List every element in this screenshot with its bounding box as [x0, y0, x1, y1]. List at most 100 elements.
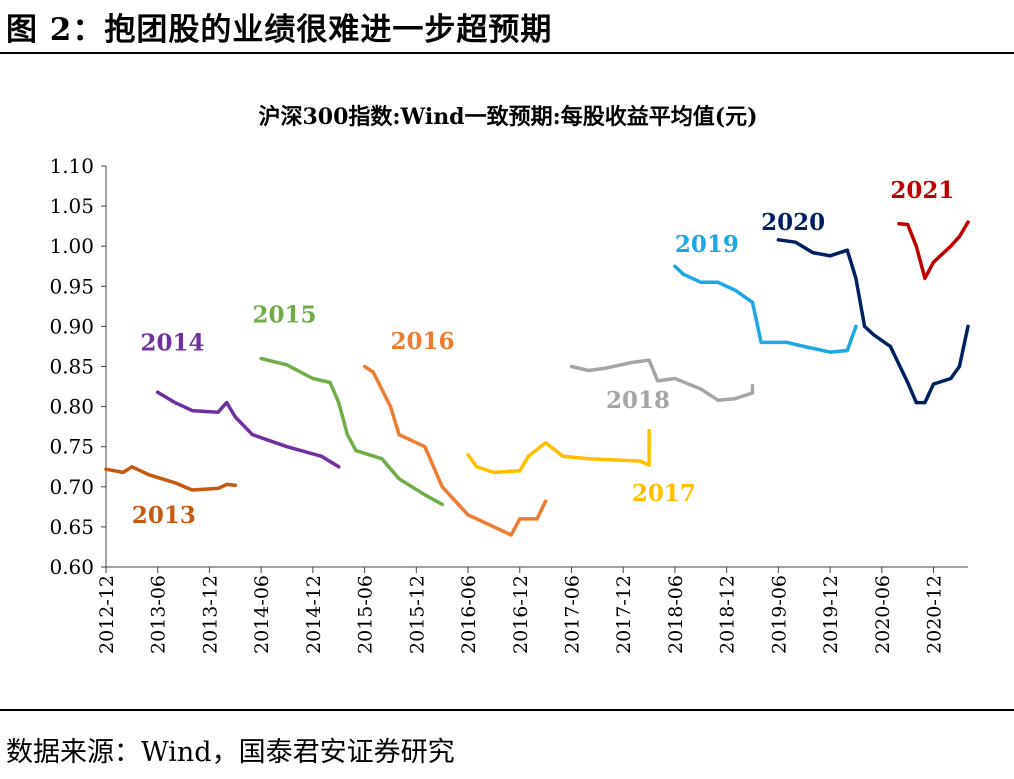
series-line-2014 [155, 390, 341, 469]
x-tick-label: 2015-12 [406, 575, 428, 654]
data-point-2019 [828, 350, 832, 354]
data-point-2018 [630, 360, 634, 365]
data-point-2015 [440, 502, 444, 506]
y-tick-label: 0.65 [49, 515, 94, 539]
y-tick-label: 0.85 [49, 355, 94, 379]
data-point-2015 [259, 356, 263, 361]
data-point-2018 [716, 398, 720, 402]
data-point-2014 [250, 433, 255, 437]
data-point-2016 [363, 364, 367, 369]
y-tick-label: 1.05 [49, 194, 94, 218]
y-tick-label: 0.60 [49, 555, 94, 579]
series-line-2015 [259, 356, 444, 507]
data-point-2014 [225, 401, 229, 405]
data-point-2018 [569, 364, 574, 369]
x-tick-label: 2018-06 [665, 575, 687, 654]
data-point-2018 [733, 397, 737, 401]
data-point-2021 [923, 276, 927, 280]
y-tick-label: 0.80 [49, 395, 94, 419]
top-rule [0, 52, 1014, 54]
x-tick-label: 2014-12 [303, 575, 325, 654]
data-point-2013 [173, 481, 177, 485]
data-point-2014 [285, 445, 289, 449]
data-point-2015 [423, 493, 427, 497]
chart-series-labels: 2013 2014 2015 2016 2017 2018 2019 2020 2021 [132, 177, 955, 529]
data-point-2018 [647, 358, 651, 362]
data-point-2020 [888, 344, 893, 349]
x-tick-label: 2019-12 [820, 575, 842, 654]
data-point-2019 [673, 264, 677, 268]
data-point-2017 [475, 465, 479, 469]
series-label-2015: 2015 [253, 301, 317, 328]
data-point-2017 [526, 454, 531, 458]
data-point-2014 [190, 409, 194, 413]
data-point-2018 [587, 368, 591, 373]
data-point-2013 [190, 488, 194, 492]
data-point-2015 [337, 401, 341, 405]
data-point-2017 [647, 463, 651, 467]
data-point-2020 [949, 376, 953, 381]
data-point-2021 [940, 252, 944, 256]
series-line-2021 [897, 220, 970, 281]
data-point-2019 [750, 300, 755, 304]
data-point-2015 [380, 457, 384, 461]
chart-axes: 0.60 0.65 0.70 0.75 0.80 0.85 0.90 0.95 1.00 1.05… [49, 154, 968, 654]
series-line-2013 [104, 465, 238, 492]
data-point-2014 [156, 390, 160, 394]
figure-title: 图 2：抱团股的业绩很难进一步超预期 [6, 12, 553, 48]
data-point-2019 [716, 280, 720, 284]
data-point-2017 [561, 454, 565, 458]
data-point-2016 [466, 513, 470, 517]
y-tick-label: 0.95 [49, 274, 94, 298]
x-tick-label: 2020-06 [872, 575, 894, 654]
data-point-2017 [466, 453, 470, 457]
x-tick-label: 2013-06 [148, 575, 170, 654]
data-point-2017 [587, 457, 591, 461]
chart-title: 沪深300指数:Wind一致预期:每股收益平均值(元) [258, 104, 757, 130]
x-tick-label: 2020-12 [924, 575, 946, 654]
x-tick-label: 2012-12 [96, 575, 118, 654]
series-label-2021: 2021 [890, 177, 954, 204]
data-point-2016 [518, 517, 522, 521]
series-label-2017: 2017 [632, 480, 696, 507]
data-point-2018 [699, 387, 703, 391]
data-point-2020 [776, 238, 781, 242]
data-point-2013 [147, 473, 151, 477]
x-tick-label: 2017-12 [613, 575, 635, 654]
data-point-2013 [216, 486, 220, 490]
x-tick-label: 2018-12 [717, 575, 739, 654]
data-point-2017 [518, 469, 522, 473]
data-point-2021 [949, 244, 953, 248]
series-label-2018: 2018 [606, 387, 670, 414]
series-label-2014: 2014 [140, 329, 204, 356]
data-point-2016 [371, 370, 375, 374]
y-tick-label: 0.90 [49, 314, 94, 338]
series-line-2020 [776, 238, 970, 405]
data-point-2020 [845, 248, 849, 252]
data-point-2015 [328, 380, 332, 385]
data-point-2020 [811, 251, 815, 255]
data-point-2016 [388, 405, 393, 409]
data-point-2014 [337, 465, 341, 469]
y-tick-label: 1.00 [49, 234, 94, 258]
data-point-2016 [492, 525, 496, 529]
data-point-2019 [854, 324, 858, 328]
data-point-2017 [647, 429, 651, 433]
bottom-rule [0, 709, 1014, 711]
data-point-2016 [397, 433, 401, 437]
series-label-2019: 2019 [675, 231, 739, 258]
series-label-2016: 2016 [390, 328, 454, 355]
data-point-2021 [897, 222, 901, 226]
source-note: 数据来源：Wind，国泰君安证券研究 [6, 737, 455, 768]
data-point-2016 [544, 499, 548, 503]
data-point-2016 [535, 517, 539, 521]
data-point-2019 [785, 340, 789, 344]
data-point-2013 [225, 482, 229, 486]
data-point-2020 [966, 324, 970, 328]
data-point-2019 [681, 272, 686, 276]
x-tick-label: 2019-06 [768, 575, 790, 654]
data-point-2020 [871, 332, 875, 336]
data-point-2018 [656, 379, 660, 383]
x-tick-label: 2016-06 [458, 575, 480, 654]
data-point-2016 [440, 485, 444, 489]
